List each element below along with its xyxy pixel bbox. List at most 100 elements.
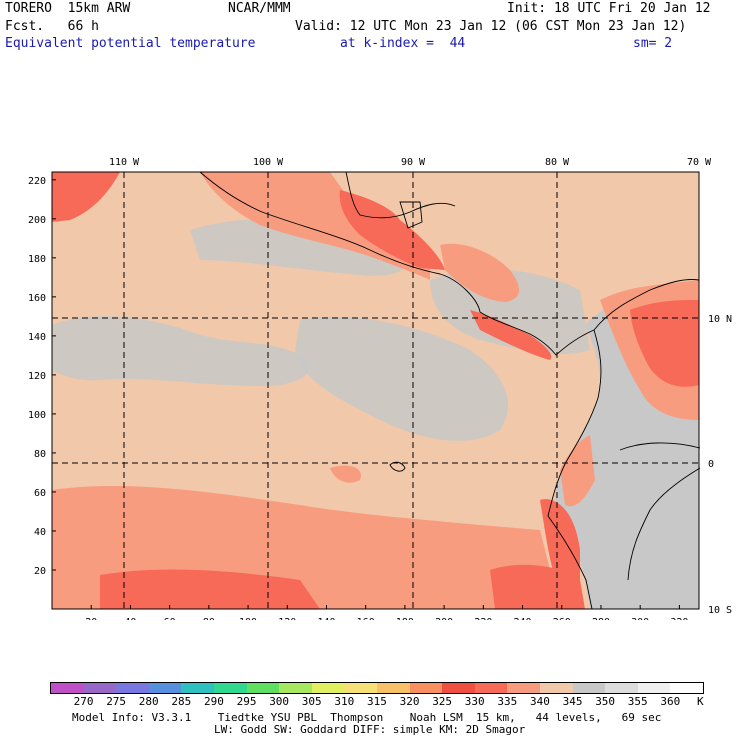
colorbar-label: 305	[301, 695, 322, 708]
model-name: TORERO 15km ARW	[5, 1, 131, 16]
field-andes-330	[630, 300, 699, 387]
colorbar-swatch	[670, 683, 703, 693]
field-ecuador-335	[560, 435, 595, 507]
x-tick-label: 20	[85, 617, 97, 620]
k-index: at k-index = 44	[340, 36, 466, 51]
colorbar-label: 310	[334, 695, 355, 708]
colorbar-swatch	[507, 683, 540, 693]
y-tick-label: 220	[28, 176, 46, 187]
field-peru-330	[540, 499, 580, 590]
y-tick-label: 200	[28, 215, 46, 226]
y-tick-label: 20	[34, 566, 46, 577]
colorbar-label: 295	[236, 695, 257, 708]
colorbar-label: 290	[204, 695, 224, 708]
field-patch-south-west	[100, 569, 320, 609]
colorbar-label: 340	[530, 695, 550, 708]
colorbar-unit: K	[697, 695, 704, 708]
colorbar-label: 355	[627, 695, 648, 708]
galapagos-islands	[389, 461, 406, 472]
x-tick-label: 260	[553, 617, 571, 620]
latitude-label: 10 N	[708, 314, 732, 325]
valid-time: Valid: 12 UTC Mon 23 Jan 12 (06 CST Mon …	[295, 19, 687, 34]
colorbar-swatch	[637, 683, 671, 693]
longitude-label: 70 W	[687, 157, 712, 168]
border-peru-brazil	[627, 467, 701, 581]
y-tick-label: 160	[28, 293, 46, 304]
x-tick-label: 120	[278, 617, 296, 620]
field-guatemala-330	[339, 190, 445, 270]
y-tick-label: 80	[34, 449, 46, 460]
x-tick-label: 220	[474, 617, 492, 620]
colorbar-swatch	[572, 683, 606, 693]
field-costa-rica-330	[470, 310, 552, 360]
y-tick-label: 180	[28, 254, 46, 265]
x-tick-label: 240	[514, 617, 532, 620]
colorbar-swatch	[605, 683, 638, 693]
colorbar-swatch	[51, 683, 84, 693]
tick-layer: 2040608010012014016018020022024026028030…	[28, 157, 732, 620]
border-colombia-peru	[619, 442, 701, 451]
x-tick-label: 160	[357, 617, 375, 620]
latitude-label: 0	[708, 459, 714, 470]
colorbar-label: 335	[497, 695, 518, 708]
field-name: Equivalent potential temperature	[5, 36, 256, 51]
map-frame	[51, 171, 700, 610]
coastline-central-america	[199, 171, 595, 356]
colorbar-label: 280	[138, 695, 159, 708]
colorbar-label: 320	[399, 695, 420, 708]
smoothing: sm= 2	[633, 36, 673, 51]
coastline-caribbean	[593, 279, 700, 331]
field-grey-central	[295, 316, 509, 441]
colorbar-swatch	[442, 683, 475, 693]
map-field	[52, 172, 699, 609]
coastline-yucatan	[345, 171, 456, 219]
colorbar-swatch	[279, 683, 312, 693]
field-grey-east	[430, 269, 590, 355]
colorbar-swatch	[148, 683, 182, 693]
init-time: Init: 18 UTC Fri 20 Jan 12	[507, 1, 711, 16]
field-mexico-335	[52, 172, 430, 280]
colorbar-swatch	[409, 683, 443, 693]
y-tick-label: 120	[28, 371, 46, 382]
x-tick-label: 280	[592, 617, 610, 620]
x-tick-label: 80	[203, 617, 215, 620]
y-tick-label: 40	[34, 527, 46, 538]
colorbar-swatch	[539, 683, 573, 693]
y-tick-label: 140	[28, 332, 46, 343]
longitude-label: 100 W	[253, 157, 284, 168]
field-grey-west	[52, 316, 311, 387]
x-tick-label: 100	[239, 617, 257, 620]
coastline-south-america-west	[547, 329, 602, 610]
colorbar-label: 345	[562, 695, 583, 708]
latitude-label: 10 S	[708, 605, 732, 616]
x-tick-label: 40	[124, 617, 136, 620]
colorbar-label: 360	[660, 695, 681, 708]
x-tick-label: 200	[435, 617, 453, 620]
colorbar	[50, 682, 704, 694]
x-tick-label: 320	[670, 617, 688, 620]
colorbar-swatch	[246, 683, 280, 693]
colorbar-label: 300	[269, 695, 290, 708]
model-info: Model Info: V3.3.1 Tiedtke YSU PBL Thomp…	[72, 711, 662, 724]
colorbar-swatch	[474, 683, 508, 693]
y-tick-label: 60	[34, 488, 46, 499]
forecast-hour: Fcst. 66 h	[5, 19, 99, 34]
colorbar-swatch	[311, 683, 345, 693]
colorbar-swatch	[116, 683, 149, 693]
colorbar-swatch	[376, 683, 410, 693]
longitude-label: 90 W	[401, 157, 426, 168]
colorbar-swatch	[344, 683, 377, 693]
field-mexico-west-330	[52, 172, 120, 222]
map-panel: 2040608010012014016018020022024026028030…	[28, 157, 732, 620]
colorbar-swatch	[83, 683, 117, 693]
colorbar-label: 325	[432, 695, 453, 708]
model-center: NCAR/MMM	[228, 1, 291, 16]
longitude-label: 110 W	[109, 157, 140, 168]
colorbar-swatch	[181, 683, 214, 693]
field-patch-galapagos	[330, 465, 361, 483]
x-tick-label: 180	[396, 617, 414, 620]
graticule	[52, 172, 699, 609]
longitude-label: 80 W	[545, 157, 570, 168]
x-tick-label: 140	[317, 617, 335, 620]
physics-info: LW: Godd SW: Goddard DIFF: simple KM: 2D…	[214, 723, 526, 736]
